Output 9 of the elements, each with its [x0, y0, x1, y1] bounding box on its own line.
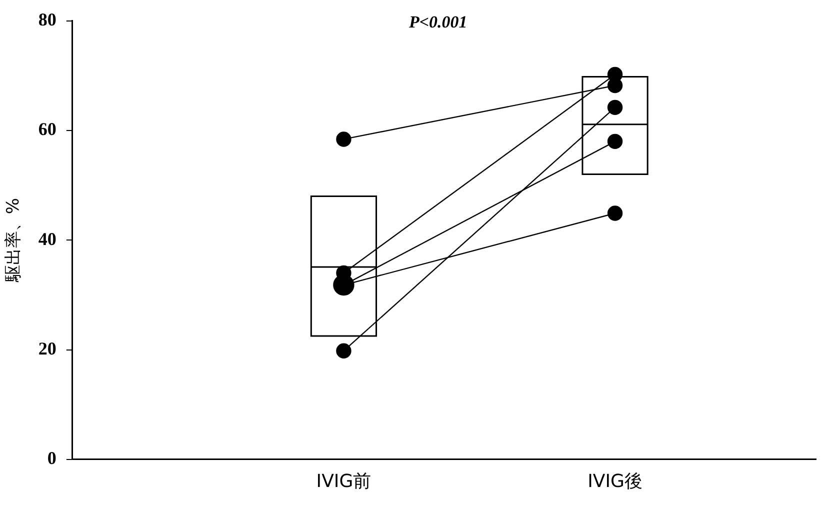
y-tick-label: 80	[38, 9, 56, 30]
y-tick-label: 40	[38, 228, 56, 249]
x-tick-label: IVIG後	[588, 470, 642, 492]
annotation: P<0.001	[408, 12, 468, 32]
y-tick-label: 60	[38, 119, 56, 140]
y-tick-label: 0	[47, 448, 56, 468]
y-tick-label: 20	[38, 338, 56, 358]
y-axis-title: 駆出率、%	[4, 198, 24, 284]
x-tick-label: IVIG前	[316, 470, 372, 492]
